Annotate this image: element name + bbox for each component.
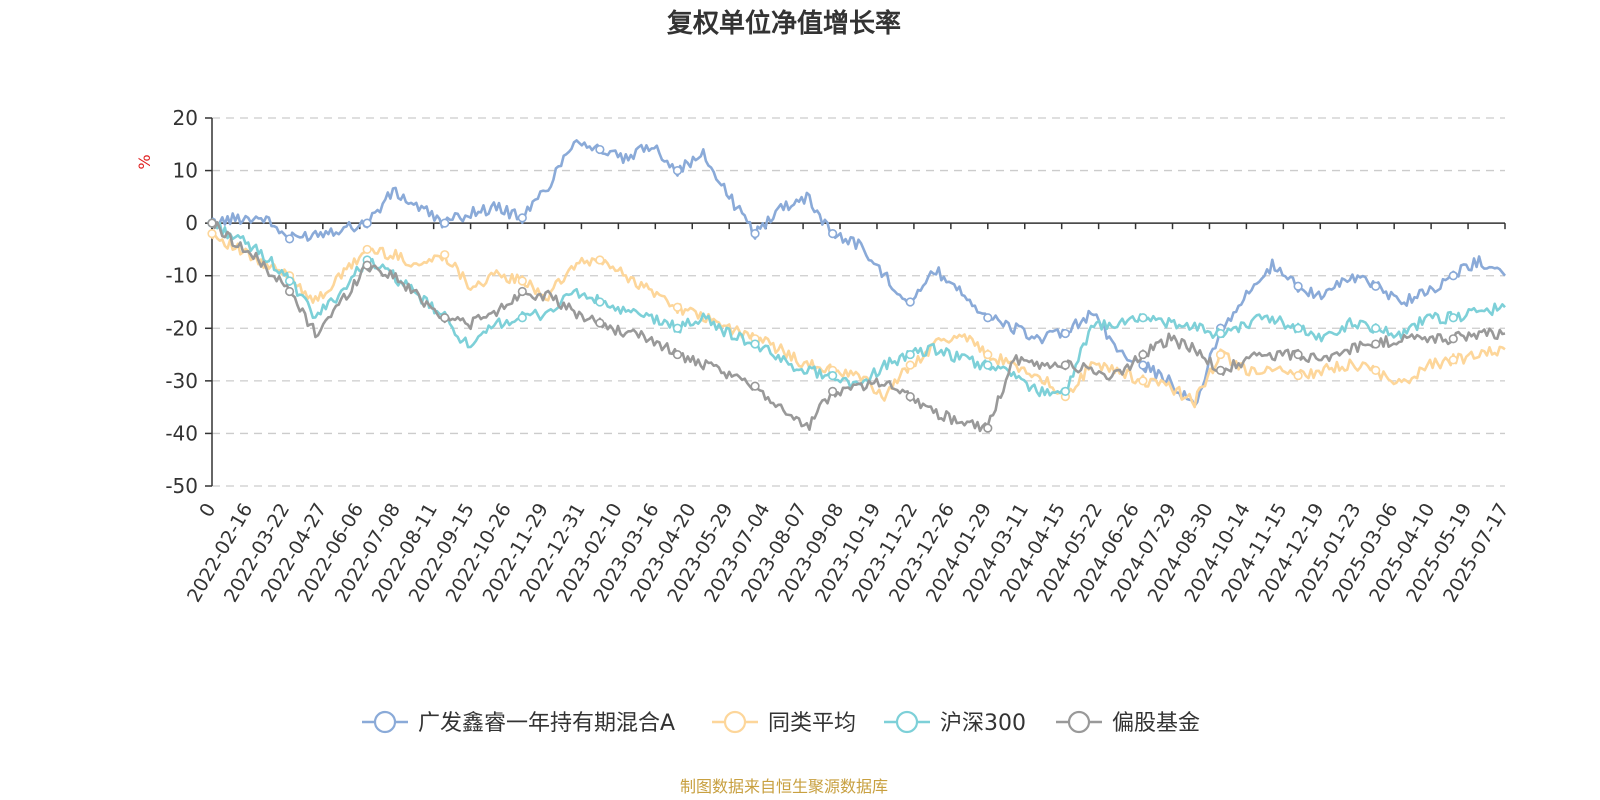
y-tick-labels: 20 10 0 -10 -20 -30 -40 -50 (165, 106, 198, 498)
series-point-0 (1293, 281, 1303, 291)
series-point-1 (362, 244, 372, 255)
series-point-3 (983, 423, 993, 433)
series-lines (207, 139, 1507, 433)
series-point-2 (517, 313, 527, 323)
series-point-1 (1448, 355, 1458, 365)
series-point-2 (828, 371, 838, 381)
series-point-0 (440, 218, 450, 228)
series-point-2 (1215, 328, 1226, 339)
series-point-0 (517, 213, 527, 223)
series-point-2 (595, 297, 605, 307)
series-point-1 (672, 302, 683, 312)
legend-item-1[interactable]: 同类平均 (712, 710, 856, 736)
series-point-2 (672, 323, 683, 333)
y-tick-label: 20 (173, 106, 198, 130)
y-tick-label: -10 (165, 264, 198, 288)
x-tick-label: 0 (195, 500, 220, 521)
series-point-3 (284, 286, 295, 297)
series-point-3 (1371, 339, 1381, 349)
series-point-2 (905, 349, 915, 360)
y-axis-label: % (135, 154, 154, 169)
series-point-0 (1371, 281, 1381, 291)
series-point-3 (440, 313, 450, 323)
legend-item-2[interactable]: 沪深300 (884, 710, 1026, 736)
series-point-0 (1060, 328, 1070, 339)
y-tick-label: -50 (165, 474, 198, 498)
series-point-0 (983, 313, 993, 323)
source-note: 制图数据来自恒生聚源数据库 (680, 777, 888, 796)
series-point-3 (1060, 360, 1070, 370)
series-point-3 (595, 318, 605, 328)
legend-marker-icon (723, 710, 747, 734)
legend-item-0[interactable]: 广发鑫睿一年持有期混合A (362, 710, 675, 736)
series-point-0 (828, 229, 838, 239)
series-point-1 (440, 250, 450, 260)
series-point-1 (1138, 376, 1148, 386)
series-point-3 (750, 381, 760, 391)
series-line-0 (211, 139, 1507, 408)
y-tick-label: -20 (165, 316, 198, 340)
y-tick-label: -30 (165, 369, 198, 393)
series-point-1 (983, 349, 993, 360)
series-point-3 (905, 392, 915, 402)
series-point-2 (750, 339, 760, 349)
legend-label: 广发鑫睿一年持有期混合A (418, 711, 675, 736)
series-point-1 (595, 255, 605, 265)
series-point-2 (1293, 323, 1303, 333)
axes (205, 117, 1506, 487)
legend-label: 偏股基金 (1112, 711, 1200, 736)
legend-marker-icon (895, 710, 919, 734)
series-point-3 (362, 260, 372, 270)
series-point-3 (1138, 349, 1148, 360)
y-tick-label: 0 (185, 211, 198, 235)
series-point-1 (1371, 365, 1381, 375)
series-point-0 (284, 234, 295, 244)
series-point-2 (284, 276, 295, 286)
series-point-3 (828, 386, 838, 396)
series-point-1 (207, 229, 217, 239)
series-point-1 (905, 360, 915, 370)
series-point-1 (517, 276, 527, 286)
legend-label: 同类平均 (768, 711, 856, 736)
series-point-3 (1448, 334, 1458, 344)
series-point-0 (905, 297, 915, 307)
legend-item-3[interactable]: 偏股基金 (1056, 710, 1200, 736)
series-point-2 (1138, 313, 1148, 323)
series-point-0 (362, 218, 372, 228)
series-point-0 (1448, 271, 1458, 281)
y-tick-label: 10 (173, 159, 198, 183)
chart-title: 复权单位净值增长率 (667, 8, 901, 39)
series-point-0 (750, 229, 760, 239)
series-line-3 (210, 221, 1506, 433)
series-point-1 (1293, 371, 1303, 381)
series-point-3 (1293, 349, 1303, 360)
legend-label: 沪深300 (940, 711, 1026, 736)
series-point-3 (517, 286, 527, 297)
grid-lines (212, 117, 1505, 487)
series-point-2 (983, 360, 993, 370)
series-point-1 (1215, 349, 1226, 360)
legend-marker-icon (1067, 710, 1091, 734)
series-point-2 (1060, 386, 1070, 396)
series-point-0 (595, 144, 605, 155)
legend-marker-icon (373, 710, 397, 734)
series-point-0 (1138, 360, 1148, 370)
series-point-2 (1448, 313, 1458, 323)
series-point-3 (1215, 365, 1226, 375)
legend[interactable]: 广发鑫睿一年持有期混合A 同类平均 沪深300 偏股基金 (362, 710, 1200, 736)
series-point-2 (1371, 323, 1381, 333)
y-tick-label: -40 (165, 421, 198, 445)
series-point-3 (672, 349, 683, 360)
series-line-1 (210, 233, 1506, 409)
x-tick-labels: 02022-02-162022-03-222022-04-272022-06-0… (183, 499, 1513, 606)
series-point-3 (207, 218, 217, 228)
series-point-0 (672, 165, 683, 176)
